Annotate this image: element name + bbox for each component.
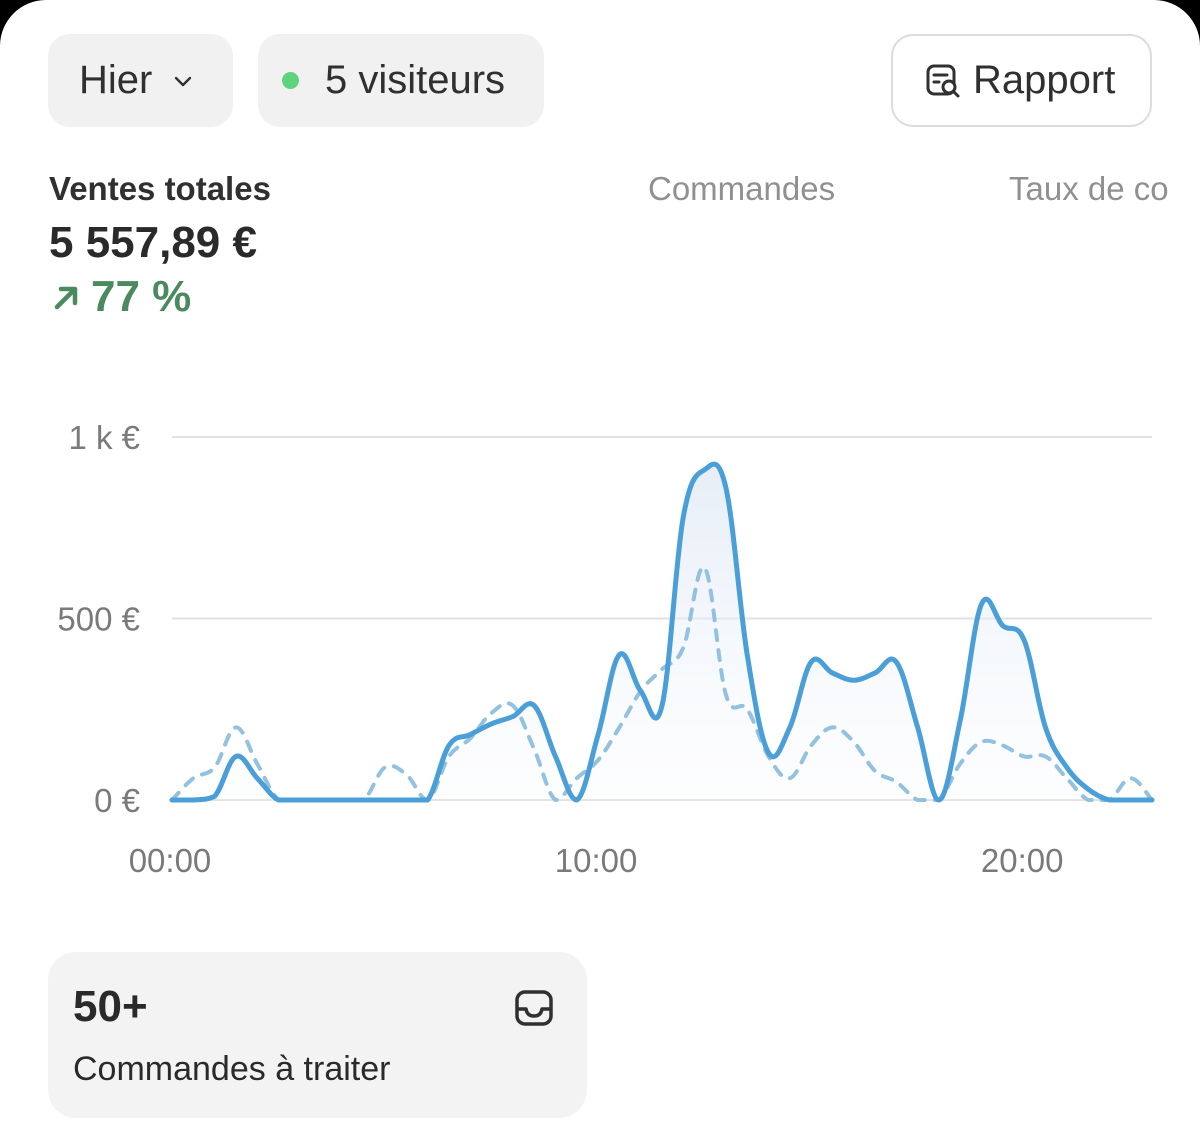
orders-to-process-label: Commandes à traiter	[73, 1050, 391, 1088]
report-button-label: Rapport	[973, 58, 1116, 102]
series-current-area	[172, 464, 1152, 800]
y-tick-label: 1 k €	[68, 419, 140, 456]
x-tick-label: 00:00	[129, 842, 212, 879]
change-percent: 77 %	[91, 272, 192, 321]
inbox-icon	[515, 990, 553, 1026]
total-sales-change: 77 %	[49, 272, 191, 322]
series-current-line	[169, 461, 1155, 803]
online-status-dot	[282, 72, 299, 89]
orders-to-process-count: 50+	[73, 982, 148, 1031]
sales-chart: 0 € 500 € 1 k € 00:00 10:00 20:00	[57, 419, 1155, 879]
tab-orders[interactable]: Commandes	[648, 170, 836, 207]
report-search-icon	[926, 64, 960, 97]
tab-total-sales[interactable]: Ventes totales	[49, 170, 271, 207]
y-tick-label: 0 €	[94, 782, 140, 819]
x-tick-label: 10:00	[555, 842, 638, 879]
tab-conversion-rate[interactable]: Taux de co	[1009, 170, 1169, 207]
orders-to-process-card[interactable]: 50+ Commandes à traiter	[48, 952, 587, 1118]
visitors-label: 5 visiteurs	[325, 58, 506, 102]
y-tick-label: 500 €	[57, 601, 140, 638]
arrow-up-right-icon	[54, 286, 78, 310]
x-tick-label: 20:00	[981, 842, 1064, 879]
date-filter-dropdown[interactable]: Hier	[48, 34, 233, 127]
date-filter-label: Hier	[79, 58, 153, 102]
live-visitors-button[interactable]: 5 visiteurs	[258, 34, 544, 127]
chevron-down-icon	[175, 76, 192, 86]
total-sales-value: 5 557,89 €	[49, 218, 257, 267]
report-button[interactable]: Rapport	[891, 34, 1152, 127]
